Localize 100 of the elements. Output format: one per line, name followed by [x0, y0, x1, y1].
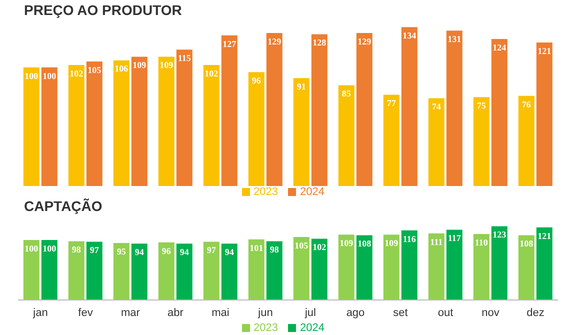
x-tick-label: fev — [78, 306, 94, 319]
bar — [68, 65, 84, 186]
data-label: 91 — [296, 81, 306, 92]
bar — [428, 98, 444, 186]
bar — [23, 67, 40, 186]
data-label: 108 — [358, 238, 372, 249]
data-label: 98 — [72, 244, 82, 255]
bar — [221, 35, 238, 186]
data-label: 105 — [294, 240, 309, 250]
x-tick-label: nov — [482, 306, 500, 319]
legend-label: 2024 — [300, 322, 324, 334]
x-tick-label: out — [438, 306, 454, 319]
data-label: 97 — [206, 245, 216, 256]
data-label: 77 — [386, 98, 396, 108]
data-label: 76 — [522, 99, 532, 110]
data-label: 129 — [358, 36, 372, 46]
data-label: 94 — [134, 246, 144, 257]
x-tick-label: jun — [257, 306, 273, 319]
data-label: 128 — [312, 38, 327, 48]
data-label: 96 — [252, 76, 262, 86]
bar — [401, 27, 418, 186]
data-label: 109 — [340, 238, 354, 248]
data-label: 97 — [90, 245, 100, 256]
x-tick-label: jul — [304, 306, 316, 319]
bar — [203, 65, 220, 186]
data-label: 100 — [42, 70, 57, 81]
bar — [158, 242, 174, 300]
data-label: 105 — [88, 64, 102, 75]
chart-title: CAPTAÇÃO — [23, 198, 104, 214]
x-tick-label: ago — [346, 306, 365, 319]
bar — [446, 230, 462, 300]
bar — [248, 72, 264, 186]
data-label: 94 — [224, 246, 234, 257]
legend-label: 2024 — [300, 186, 324, 198]
bar — [68, 241, 84, 300]
data-label: 116 — [402, 234, 416, 244]
data-label: 98 — [270, 244, 280, 255]
bar — [473, 234, 490, 300]
data-label: 102 — [70, 68, 84, 78]
bar — [113, 243, 130, 300]
bar — [473, 97, 490, 186]
bar — [536, 42, 552, 186]
bar — [293, 78, 310, 186]
chart-title: PREÇO AO PRODUTOR — [23, 2, 183, 18]
bar — [266, 33, 282, 186]
bar — [293, 237, 310, 300]
bar — [266, 241, 282, 300]
data-label: 115 — [178, 53, 192, 64]
data-label: 102 — [312, 242, 327, 252]
data-label: 100 — [24, 70, 39, 81]
bar — [176, 50, 192, 186]
data-label: 131 — [448, 34, 462, 44]
bar — [518, 235, 534, 300]
data-label: 121 — [538, 230, 552, 241]
data-label: 102 — [204, 68, 219, 78]
legend-label: 2023 — [254, 322, 278, 334]
bar — [158, 56, 174, 186]
data-label: 134 — [402, 30, 417, 41]
bar — [86, 242, 102, 300]
data-label: 124 — [492, 42, 507, 52]
data-label: 106 — [114, 64, 129, 74]
data-label: 111 — [430, 236, 444, 247]
bar — [23, 240, 40, 300]
data-label: 85 — [342, 88, 352, 99]
data-label: 110 — [474, 237, 488, 248]
data-label: 74 — [432, 102, 442, 112]
data-label: 100 — [24, 243, 39, 254]
data-label: 109 — [160, 60, 174, 70]
bar — [536, 227, 552, 300]
bar — [248, 239, 264, 300]
bar — [491, 226, 508, 300]
bar — [203, 242, 220, 300]
data-label: 121 — [538, 46, 552, 56]
data-label: 94 — [180, 246, 190, 257]
bar — [356, 235, 372, 300]
bar — [338, 234, 354, 300]
data-label: 127 — [222, 38, 237, 49]
bar — [221, 244, 238, 300]
bar — [131, 56, 148, 186]
bar — [401, 230, 418, 300]
bar — [311, 34, 328, 186]
x-tick-label: mai — [212, 306, 230, 319]
data-label: 123 — [492, 230, 507, 240]
data-label: 109 — [384, 238, 399, 248]
x-tick-label: set — [393, 306, 408, 319]
data-label: 96 — [162, 246, 172, 256]
data-label: 100 — [42, 243, 57, 254]
data-label: 129 — [268, 36, 282, 46]
bar — [338, 85, 354, 186]
bar — [383, 234, 400, 300]
bar — [86, 62, 102, 186]
bar — [131, 244, 148, 300]
bar — [113, 60, 130, 186]
bar — [446, 30, 462, 186]
data-label: 117 — [448, 233, 462, 244]
bar — [491, 38, 508, 186]
bar — [311, 238, 328, 300]
bar — [428, 233, 444, 300]
bar — [383, 94, 400, 186]
data-label: 75 — [476, 100, 486, 110]
